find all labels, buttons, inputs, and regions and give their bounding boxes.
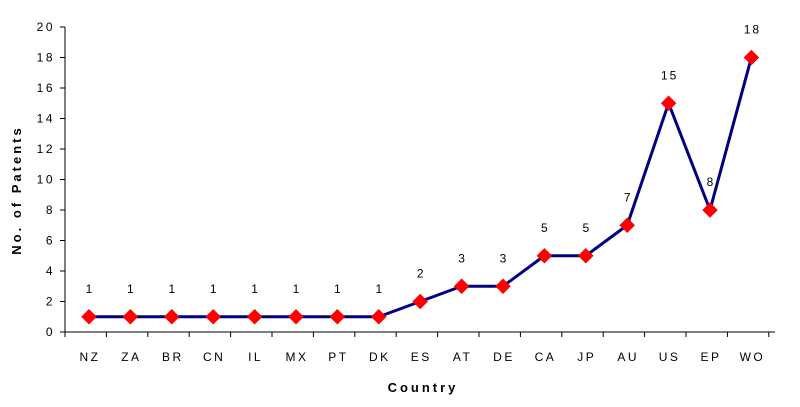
data-label: 1 (375, 282, 384, 296)
x-tick-label: AT (453, 350, 472, 364)
y-tick-label: 8 (46, 203, 55, 217)
y-tick-label: 18 (37, 51, 55, 65)
data-label: 5 (582, 221, 591, 235)
x-tick-label: CN (203, 350, 225, 364)
data-point (536, 247, 553, 264)
data-point (495, 278, 511, 295)
data-label: 7 (624, 190, 633, 204)
data-point (660, 95, 677, 112)
y-tick-label: 16 (37, 81, 55, 95)
x-tick-label: PT (328, 350, 348, 364)
patents-series (81, 49, 760, 325)
data-label: 15 (661, 68, 678, 82)
x-tick-label: DK (369, 350, 391, 364)
y-tick-label: 0 (46, 325, 55, 339)
data-label: 1 (251, 282, 260, 296)
data-point (246, 308, 263, 325)
x-axis: NZ ZA BR CN IL MX PT DK ES AT DE CA JP AU US EP WO (64, 331, 775, 364)
data-point (329, 308, 346, 325)
data-label: 3 (458, 251, 467, 265)
x-tick-label: NZ (80, 350, 101, 364)
x-tick-label: EP (700, 350, 721, 364)
y-axis: 0 2 4 6 8 10 12 14 16 18 20 (37, 20, 66, 339)
data-label: 8 (707, 175, 716, 189)
y-tick-label: 10 (37, 173, 55, 187)
y-tick-label: 6 (46, 234, 55, 248)
data-point (577, 247, 594, 264)
x-tick-label: ES (411, 350, 432, 364)
data-label: 1 (168, 282, 177, 296)
x-tick-label: IL (248, 350, 263, 364)
data-point (743, 49, 760, 66)
data-label: 1 (127, 282, 136, 296)
x-axis-title: Country (388, 380, 459, 395)
x-tick-label: BR (162, 350, 184, 364)
y-tick-label: 12 (37, 142, 55, 156)
y-tick-label: 4 (46, 264, 55, 278)
data-labels: 1 1 1 1 1 1 1 1 2 3 3 5 5 7 15 8 18 (86, 23, 761, 296)
data-point (702, 202, 718, 218)
y-tick-label: 2 (46, 295, 55, 309)
data-label: 1 (334, 282, 343, 296)
x-tick-label: US (659, 350, 681, 364)
data-point (619, 217, 636, 234)
y-axis-title: No. of Patents (9, 125, 24, 254)
data-label: 1 (293, 282, 302, 296)
data-point (81, 308, 97, 325)
data-label: 2 (417, 267, 426, 281)
data-point (163, 308, 180, 325)
data-point (370, 308, 387, 325)
data-point (288, 308, 304, 325)
data-label: 1 (210, 282, 219, 296)
data-point (205, 308, 222, 325)
data-point (453, 278, 470, 295)
data-point (412, 293, 429, 310)
y-tick-label: 14 (37, 112, 55, 126)
x-tick-label: CA (535, 350, 557, 364)
x-tick-label: JP (577, 350, 596, 364)
data-point (122, 308, 139, 325)
data-label: 18 (744, 23, 761, 37)
x-tick-label: ZA (121, 350, 141, 364)
x-tick-label: MX (286, 350, 309, 364)
data-label: 5 (541, 221, 550, 235)
y-tick-label: 20 (37, 20, 55, 34)
data-label: 3 (500, 251, 509, 265)
x-tick-label: AU (617, 350, 639, 364)
x-tick-label: DE (493, 350, 515, 364)
data-label: 1 (86, 282, 95, 296)
x-tick-label: WO (740, 350, 766, 364)
